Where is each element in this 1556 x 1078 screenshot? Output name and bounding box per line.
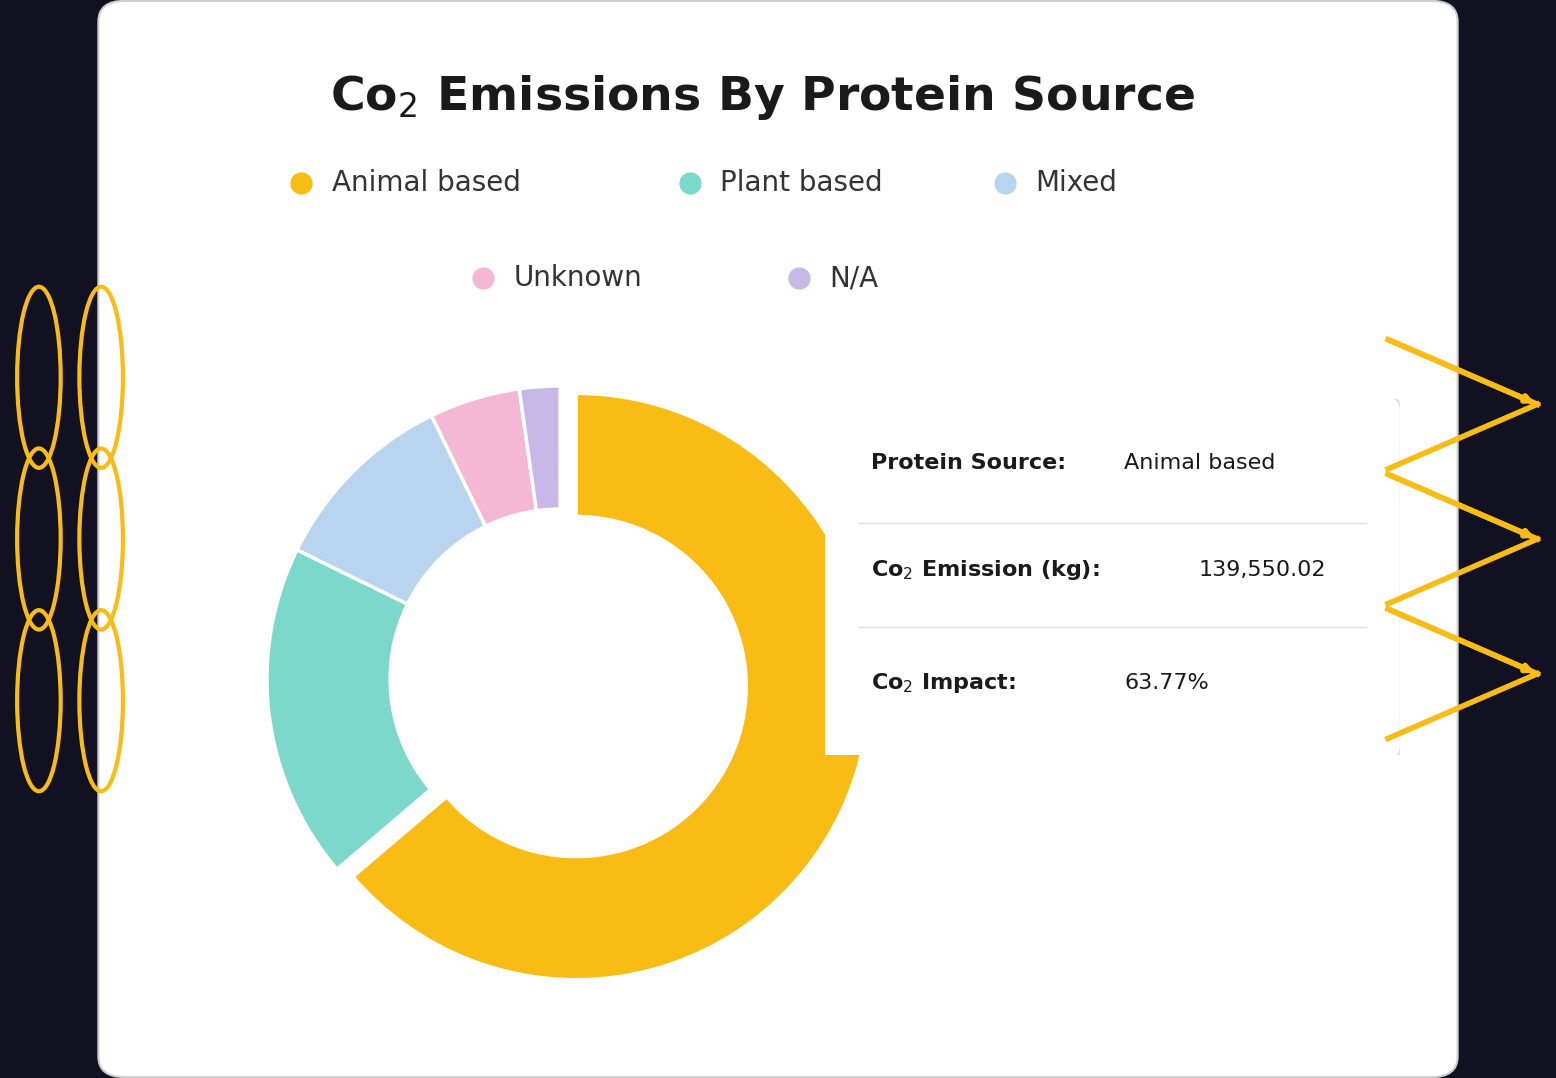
Text: 139,550.02: 139,550.02 xyxy=(1200,559,1326,580)
FancyBboxPatch shape xyxy=(808,396,1400,762)
FancyBboxPatch shape xyxy=(814,399,1411,776)
Text: Animal based: Animal based xyxy=(1123,453,1276,473)
Wedge shape xyxy=(353,393,870,980)
Text: Animal based: Animal based xyxy=(331,169,520,197)
FancyBboxPatch shape xyxy=(98,1,1458,1077)
Text: N/A: N/A xyxy=(829,264,878,292)
Text: Co$_2$ Impact:: Co$_2$ Impact: xyxy=(871,672,1016,695)
Text: Co$_2$ Emission (kg):: Co$_2$ Emission (kg): xyxy=(871,557,1099,582)
Text: Co$_2$ Emissions By Protein Source: Co$_2$ Emissions By Protein Source xyxy=(330,72,1195,122)
Text: 63.77%: 63.77% xyxy=(1123,674,1209,693)
Wedge shape xyxy=(431,389,537,526)
Text: Plant based: Plant based xyxy=(720,169,882,197)
Wedge shape xyxy=(520,386,560,511)
Text: Unknown: Unknown xyxy=(513,264,643,292)
Text: Protein Source:: Protein Source: xyxy=(871,453,1066,473)
Wedge shape xyxy=(268,550,431,869)
Text: Mixed: Mixed xyxy=(1036,169,1117,197)
Wedge shape xyxy=(297,416,485,604)
